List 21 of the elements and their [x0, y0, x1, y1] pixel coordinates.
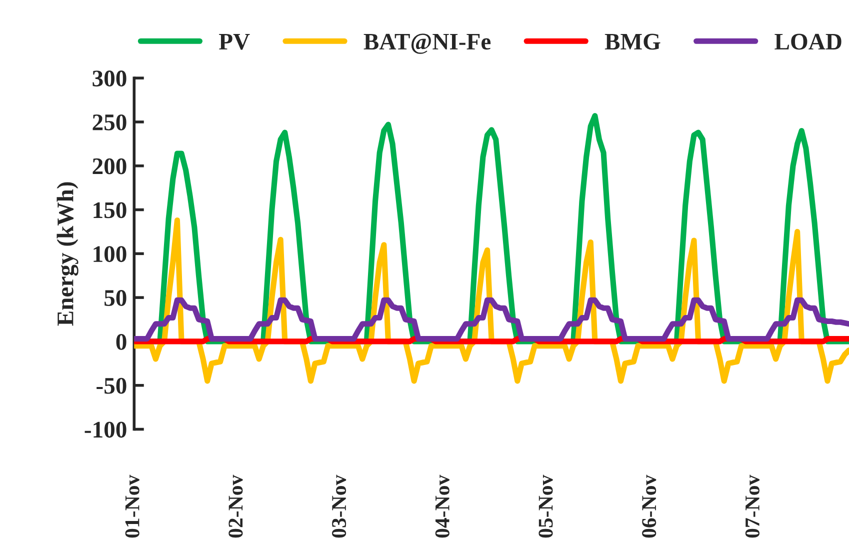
y-tick-label: 300 [92, 70, 126, 86]
x-tick-label: 06-Nov [642, 474, 656, 538]
y-axis-title: Energy (kWh) [56, 182, 78, 326]
x-tick-label: 07-Nov [745, 474, 760, 538]
x-tick-label: 03-Nov [332, 474, 346, 538]
y-tick-label: 0 [116, 334, 126, 350]
y-tick-label: -100 [84, 422, 126, 438]
legend-label: LOAD [774, 34, 842, 50]
y-tick-label: 50 [104, 290, 126, 306]
legend-label: PV [218, 34, 250, 50]
y-tick-label: -50 [96, 378, 126, 394]
x-tick-label: 04-Nov [435, 474, 450, 538]
legend-label: BAT@NI-Fe [364, 34, 491, 54]
y-tick-label: 150 [94, 202, 126, 218]
x-tick-label: 02-Nov [228, 474, 243, 538]
legend-label: BMG [604, 34, 660, 50]
y-tick-label: 200 [92, 158, 126, 174]
x-tick-label: 01-Nov [125, 474, 140, 538]
y-tick-label: 100 [94, 246, 126, 262]
y-tick-label: 250 [92, 114, 126, 130]
x-tick-label: 05-Nov [538, 474, 553, 538]
